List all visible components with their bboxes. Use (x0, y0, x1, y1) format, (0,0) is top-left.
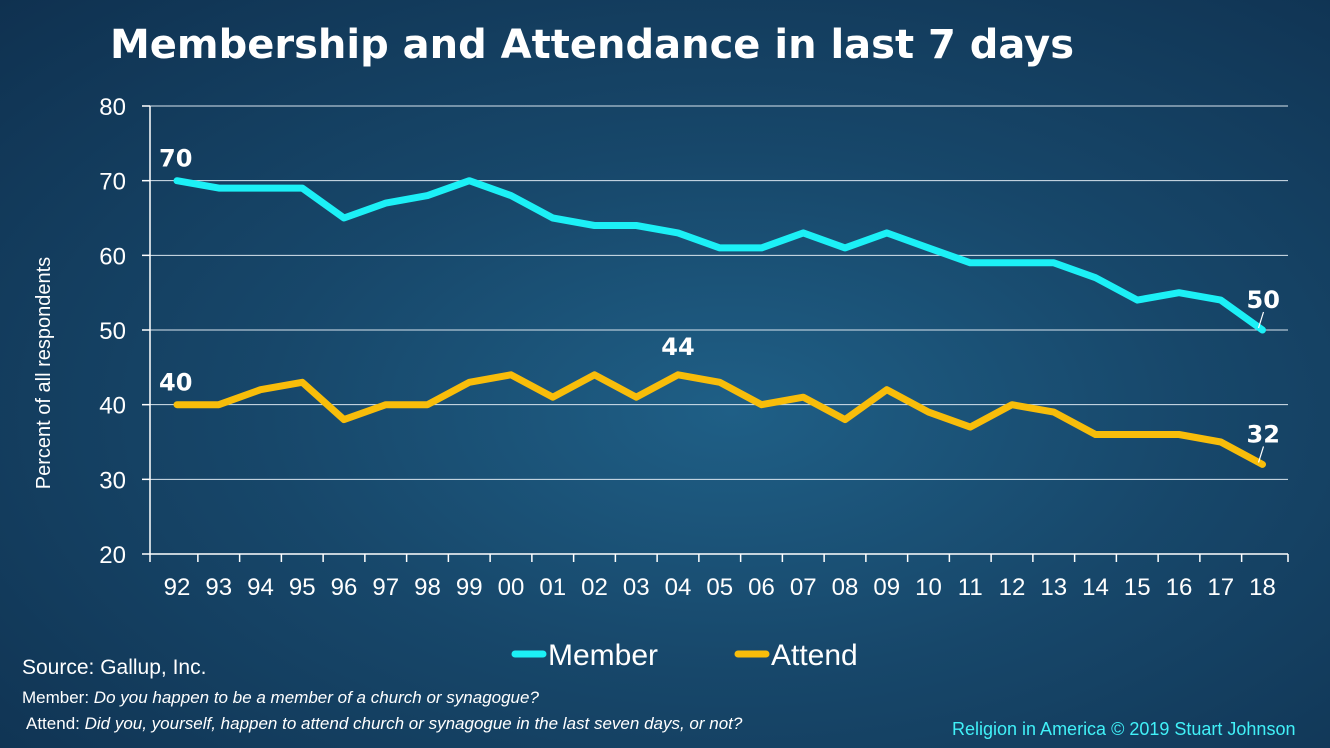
x-tick-label-01: 01 (539, 574, 566, 601)
x-tick-label-98: 98 (414, 574, 441, 601)
data-label-attend-0: 40 (159, 369, 192, 397)
x-tick-label-94: 94 (247, 574, 274, 601)
source-note: Source: Gallup, Inc. (22, 656, 207, 679)
x-tick-label-17: 17 (1207, 574, 1234, 601)
data-label-leader (1257, 311, 1265, 329)
credit-note: Religion in America © 2019 Stuart Johnso… (952, 719, 1296, 739)
data-label-leader (1257, 446, 1265, 463)
x-tick-label-95: 95 (289, 574, 316, 601)
x-tick-label-11: 11 (958, 574, 983, 601)
attend-question: Did you, yourself, happen to attend chur… (79, 714, 743, 733)
legend: Member Attend (511, 639, 858, 672)
data-label-member-0: 70 (159, 145, 192, 173)
attend-key: Attend: (26, 714, 80, 733)
x-tick-label-02: 02 (581, 574, 608, 601)
series-line-member (173, 177, 1266, 334)
x-tick-label-14: 14 (1082, 574, 1109, 601)
legend-label-member: Member (548, 639, 658, 672)
data-labels: 70 50 40 44 32 (159, 145, 1280, 463)
legend-label-attend: Attend (771, 639, 858, 672)
x-tick-label-96: 96 (331, 574, 358, 601)
x-tick-label-12: 12 (999, 574, 1026, 601)
x-tick-label-18: 18 (1249, 574, 1276, 601)
x-tick-label-13: 13 (1040, 574, 1067, 601)
data-label-attend-12: 44 (661, 333, 694, 361)
y-tick-label-50: 50 (99, 318, 126, 345)
x-tick-label-99: 99 (456, 574, 483, 601)
x-tick-label-97: 97 (372, 574, 399, 601)
x-tick-labels: 92 93 94 95 96 97 98 99 00 01 02 03 04 05 06 07 08 09 10 11… (164, 574, 1276, 601)
member-question-note: Member: Do you happen to be a member of … (22, 688, 539, 708)
x-tick-label-09: 09 (873, 574, 900, 601)
x-tick-label-93: 93 (205, 574, 232, 601)
x-tick-label-00: 00 (498, 574, 525, 601)
member-key: Member: (22, 688, 90, 707)
y-tick-label-60: 60 (99, 243, 126, 270)
data-label-attend-26: 32 (1247, 420, 1280, 448)
y-tick-label-70: 70 (99, 169, 126, 196)
x-tick-label-03: 03 (623, 574, 650, 601)
x-tick-label-06: 06 (748, 574, 775, 601)
attend-question-note: Attend: Did you, yourself, happen to att… (26, 714, 742, 734)
y-tick-label-40: 40 (99, 393, 126, 420)
axes (142, 105, 1289, 562)
chart-title: Membership and Attendance in last 7 days (110, 22, 1074, 68)
x-tick-label-16: 16 (1166, 574, 1193, 601)
x-tick-label-07: 07 (790, 574, 817, 601)
gridlines (150, 105, 1288, 480)
series-lines (173, 177, 1266, 468)
x-tick-label-04: 04 (665, 574, 692, 601)
y-tick-label-80: 80 (99, 94, 126, 121)
y-tick-label-30: 30 (99, 467, 126, 494)
x-tick-label-15: 15 (1124, 574, 1151, 601)
x-tick-label-05: 05 (706, 574, 733, 601)
x-tick-label-08: 08 (832, 574, 859, 601)
x-tick-label-10: 10 (915, 574, 942, 601)
y-tick-label-20: 20 (99, 542, 126, 569)
y-axis-label: Percent of all respondents (33, 257, 55, 489)
x-tick-label-92: 92 (164, 574, 191, 601)
member-question: Do you happen to be a member of a church… (89, 688, 539, 707)
data-label-member-26: 50 (1247, 286, 1280, 314)
series-line-attend (173, 371, 1266, 468)
y-tick-labels: 20 30 40 50 60 70 80 (99, 94, 126, 569)
